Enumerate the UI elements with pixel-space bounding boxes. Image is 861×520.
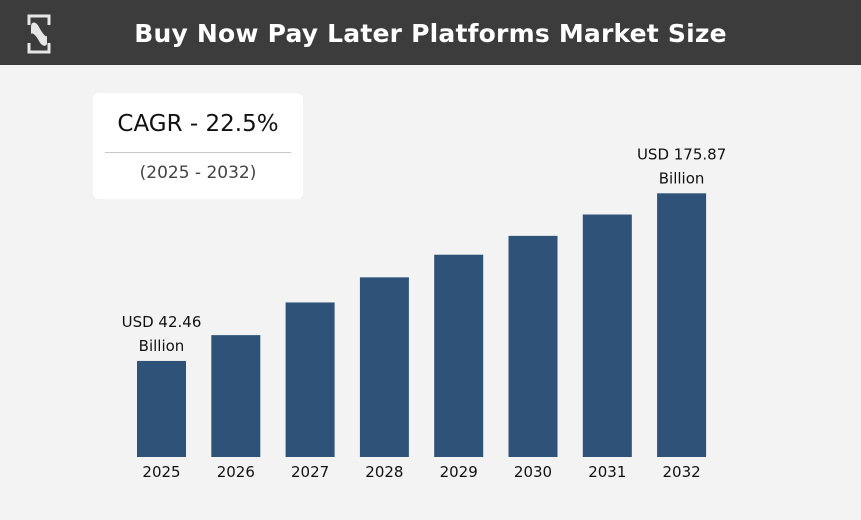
cagr-period: (2025 - 2032) (139, 163, 257, 183)
brand-logo-icon (27, 14, 51, 54)
bar-2028 (359, 277, 409, 457)
data-label: USD 42.46 (122, 313, 202, 331)
data-label: USD 175.87 (637, 145, 726, 163)
cagr-label: CAGR - 22.5% (117, 111, 279, 137)
divider (105, 152, 291, 153)
x-tick-label: 2025 (142, 463, 180, 481)
x-tick-label: 2029 (440, 463, 478, 481)
bar-2031 (582, 214, 632, 457)
x-tick-label: 2028 (365, 463, 403, 481)
x-tick-label: 2032 (663, 463, 701, 481)
x-tick-label: 2026 (217, 463, 255, 481)
x-tick-label: 2031 (588, 463, 626, 481)
bar-2032 (657, 193, 707, 457)
page-title: Buy Now Pay Later Platforms Market Size (134, 19, 727, 48)
bar-2029 (434, 254, 484, 457)
bar-2026 (211, 335, 261, 457)
x-tick-label: 2027 (291, 463, 329, 481)
bar-2027 (285, 302, 335, 457)
header-bar: Buy Now Pay Later Platforms Market Size (0, 0, 861, 65)
data-label-unit: Billion (659, 169, 705, 187)
bar-2030 (508, 235, 558, 457)
data-label-unit: Billion (139, 337, 185, 355)
bar-2025 (137, 360, 186, 457)
x-tick-label: 2030 (514, 463, 552, 481)
cagr-card: CAGR - 22.5% (2025 - 2032) (93, 93, 303, 199)
